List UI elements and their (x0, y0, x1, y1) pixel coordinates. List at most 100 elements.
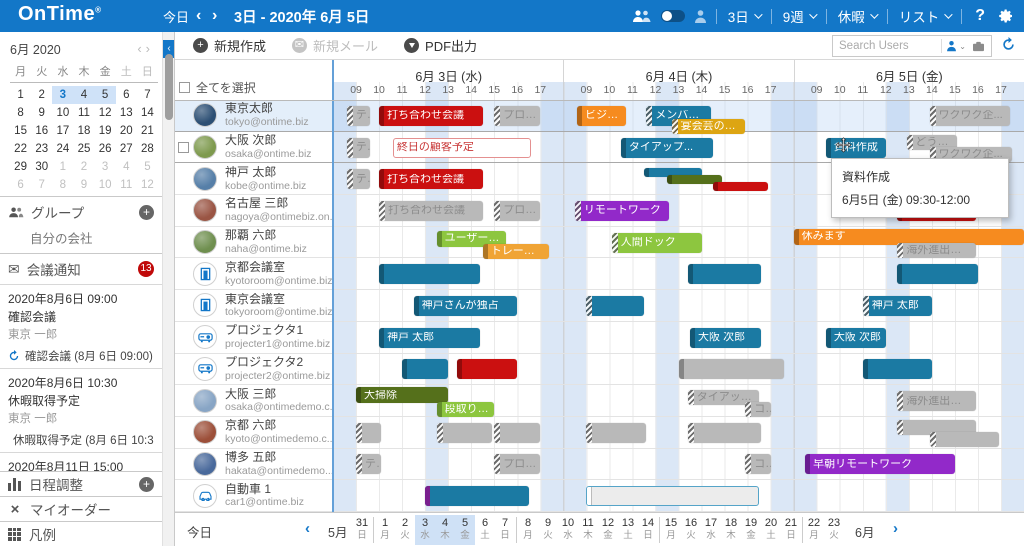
prev-range-button[interactable]: ‹ (196, 7, 202, 24)
event-bar[interactable] (586, 422, 647, 443)
mini-cal-day[interactable]: 26 (98, 143, 112, 155)
user-row[interactable]: 那覇 六郎 naha@ontime.biz (175, 226, 333, 259)
event-handle[interactable] (379, 105, 385, 126)
mini-cal-day[interactable]: 29 (14, 161, 27, 173)
event-handle[interactable] (457, 359, 463, 380)
event-bar[interactable] (687, 422, 762, 443)
view-toggle[interactable] (660, 10, 685, 22)
event-handle[interactable] (379, 169, 385, 190)
bottom-date-cell[interactable]: 21 日 (781, 515, 801, 545)
user-row[interactable]: 東京会議室 tokyoroom@ontime.biz (175, 290, 333, 322)
bottom-date-cell[interactable]: 14 日 (638, 515, 658, 545)
group-item-my-company[interactable]: 自分の会社 (30, 232, 93, 246)
mini-cal-day[interactable]: 11 (120, 179, 133, 191)
event-handle[interactable] (897, 391, 904, 412)
event-bar[interactable]: 資料作成 (825, 137, 886, 158)
mini-cal-day[interactable]: 7 (38, 179, 45, 191)
event-bar[interactable]: ユーザー対応 (436, 230, 506, 247)
event-bar[interactable]: テ.. (346, 169, 370, 190)
event-handle[interactable] (687, 389, 694, 405)
event-bar[interactable] (436, 422, 492, 443)
event-handle[interactable] (436, 230, 442, 247)
bottom-date-cell[interactable]: 11 木 (578, 515, 598, 545)
mini-cal-day[interactable]: 10 (56, 107, 70, 119)
mini-cal-day[interactable]: 2 (38, 89, 45, 101)
event-bar[interactable]: プロジ... (494, 105, 541, 126)
event-handle[interactable] (577, 105, 583, 126)
event-handle[interactable] (897, 243, 904, 259)
add-schedule-button[interactable]: + (139, 476, 154, 492)
bottom-date-cell[interactable]: 22 月 (804, 515, 824, 545)
meeting-notice-header[interactable]: ✉ 会議通知 13 (0, 253, 162, 284)
mini-cal-day[interactable]: 5 (94, 86, 116, 104)
pdf-export-button[interactable]: PDF出力 (404, 36, 477, 55)
bottom-date-cell[interactable]: 16 火 (681, 515, 701, 545)
user-row[interactable]: 大阪 三郎 osaka@ontimedemo.c... (175, 385, 333, 417)
event-bar[interactable]: テ.. (356, 454, 382, 475)
my-order-section[interactable]: × マイオーダー (0, 496, 162, 521)
tab-list[interactable]: リスト (897, 4, 953, 28)
mini-cal-day[interactable]: 17 (56, 125, 70, 137)
bottom-next-month-label[interactable]: 6月 (855, 526, 875, 540)
event-bar[interactable] (643, 167, 702, 177)
mini-cal-day[interactable]: 8 (59, 179, 67, 191)
event-bar[interactable]: 神戸 太郎 (379, 327, 481, 348)
mini-cal-day[interactable]: 10 (98, 179, 112, 191)
bottom-date-cell[interactable]: 19 金 (741, 515, 761, 545)
event-bar[interactable] (862, 359, 932, 380)
event-handle[interactable] (666, 174, 672, 184)
event-handle[interactable] (379, 200, 386, 221)
notification-recurring-link[interactable]: 休暇取得予定 (8月 6日 10:30) (8, 432, 154, 448)
event-handle[interactable] (346, 137, 353, 158)
mini-cal-day[interactable]: 30 (35, 161, 49, 173)
event-handle[interactable] (587, 487, 593, 506)
search-type-person-button[interactable]: ⌄ (942, 40, 970, 52)
event-handle[interactable] (436, 422, 443, 443)
notification-item[interactable]: 2020年8月6日 09:00 確認会議 東京 一郎 確認会議 (8月 6日 09:0… (0, 284, 162, 368)
event-bar[interactable]: コ.. (745, 454, 771, 475)
event-bar[interactable]: タイアップ... (687, 389, 760, 405)
event-bar[interactable]: 休みます (793, 228, 1024, 245)
help-button[interactable]: ? (975, 7, 985, 24)
mini-cal-day[interactable]: 7 (144, 89, 151, 101)
event-handle[interactable] (611, 232, 618, 253)
event-handle[interactable] (687, 264, 693, 285)
event-handle[interactable] (413, 295, 419, 316)
bottom-date-cell[interactable]: 15 月 (661, 515, 681, 545)
event-handle[interactable] (356, 422, 363, 443)
legend-section[interactable]: 凡例 (0, 521, 162, 546)
timeline-row[interactable]: 大掃除 段取り確認 タイアップ... コ.. 海外進出にお... (333, 385, 1024, 417)
timeline-row[interactable] (333, 258, 1024, 291)
event-bar[interactable]: 段取り確認 (436, 401, 495, 417)
bottom-date-cell[interactable]: 31 日 (352, 515, 372, 545)
user-row[interactable]: 東京太郎 tokyo@ontime.biz (175, 100, 333, 132)
event-handle[interactable] (402, 359, 408, 380)
event-handle[interactable] (825, 137, 831, 158)
event-handle[interactable] (793, 228, 799, 245)
mini-cal-day[interactable]: 19 (98, 125, 112, 137)
event-handle[interactable] (494, 200, 501, 221)
mini-cal-day[interactable]: 14 (141, 107, 154, 119)
mini-cal-day[interactable]: 2 (80, 161, 88, 173)
event-handle[interactable] (862, 359, 868, 380)
today-button[interactable]: 今日 (163, 9, 190, 25)
event-handle[interactable] (425, 486, 431, 507)
mini-cal-day[interactable]: 28 (141, 143, 154, 155)
event-bar[interactable] (402, 359, 449, 380)
event-bar[interactable] (457, 359, 518, 380)
event-handle[interactable] (825, 327, 831, 348)
refresh-icon[interactable] (1001, 37, 1016, 52)
event-bar[interactable]: 早朝リモートワーク (805, 454, 955, 475)
event-bar[interactable] (897, 264, 978, 285)
select-all-checkbox[interactable] (179, 81, 190, 93)
event-handle[interactable] (574, 200, 581, 221)
timeline-row[interactable] (333, 480, 1024, 512)
mini-cal-day[interactable]: 15 (14, 125, 27, 137)
mini-cal-day[interactable]: 18 (77, 125, 91, 137)
